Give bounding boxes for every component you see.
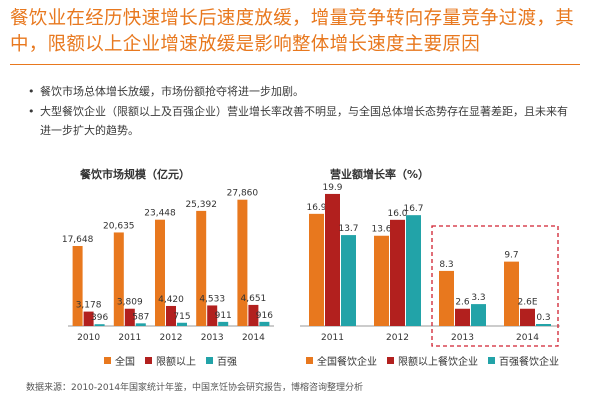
data-label-百强-2013: 911 bbox=[215, 311, 232, 321]
data-label-百强餐饮企业-2011: 13.7 bbox=[338, 224, 358, 234]
data-label-全国-2012: 23,448 bbox=[144, 209, 176, 219]
bar-全国餐饮企业-2014 bbox=[504, 261, 519, 326]
data-label-限额以上餐饮企业-2011: 19.9 bbox=[322, 183, 342, 193]
data-label-全国-2010: 17,648 bbox=[62, 235, 94, 245]
bullet-text: 餐饮市场总体增长放缓，市场份额抢夺将进一步加剧。 bbox=[40, 85, 304, 98]
x-tick-label-2014: 2014 bbox=[242, 333, 265, 343]
bar-全国-2013 bbox=[196, 210, 207, 326]
growth-rate-bars: 16.9 19.9 13.7 2011 13.6 16.016.7 2012 8.3 2.6 3.… bbox=[300, 183, 560, 347]
growth-rate-legend: 全国餐饮企业 限额以上餐饮企业 百强餐饮企业 bbox=[306, 353, 559, 368]
bar-全国-2012 bbox=[155, 219, 165, 326]
bar-限额以上餐饮企业-2013 bbox=[455, 308, 470, 326]
bar-限额以上-2010 bbox=[83, 311, 94, 326]
bar-百强-2012 bbox=[177, 322, 187, 326]
data-label-百强餐饮企业-2012: 16.7 bbox=[403, 204, 423, 214]
legend-swatch-above-quota-firms bbox=[387, 357, 394, 364]
title-divider bbox=[10, 64, 580, 65]
x-tick-label-2012: 2012 bbox=[386, 333, 409, 343]
bullet-marker: • bbox=[28, 105, 35, 118]
data-label-限额以上-2012: 4,420 bbox=[158, 295, 184, 305]
bar-限额以上-2014 bbox=[248, 304, 259, 326]
bar-百强-2013 bbox=[218, 321, 229, 326]
bar-全国餐饮企业-2013 bbox=[439, 270, 454, 326]
legend-swatch-top100-firms bbox=[488, 357, 495, 364]
data-label-百强餐饮企业-2013: 3.3 bbox=[471, 293, 485, 303]
x-tick-label-2012: 2012 bbox=[160, 333, 183, 343]
bar-百强餐饮企业-2012 bbox=[406, 215, 421, 326]
bar-限额以上-2013 bbox=[207, 305, 218, 326]
bar-全国餐饮企业-2011 bbox=[309, 213, 324, 326]
x-tick-label-2011: 2011 bbox=[118, 333, 141, 343]
data-label-百强-2014: 916 bbox=[256, 311, 273, 321]
bar-限额以上-2011 bbox=[124, 308, 135, 326]
data-label-限额以上餐饮企业-2012: 16.0 bbox=[387, 209, 407, 219]
bar-百强餐饮企业-2011 bbox=[341, 235, 356, 326]
data-label-限额以上-2014: 4,651 bbox=[241, 294, 267, 304]
bullet-list: • 餐饮市场总体增长放缓，市场份额抢夺将进一步加剧。 • 大型餐饮企业（限额以上… bbox=[28, 82, 576, 141]
data-label-限额以上-2013: 4,533 bbox=[199, 294, 225, 304]
data-label-限额以上餐饮企业-2013: 2.6 bbox=[455, 298, 470, 308]
legend-label-top100-firms: 百强餐饮企业 bbox=[499, 357, 559, 368]
data-label-百强-2011: 587 bbox=[132, 312, 149, 322]
data-label-全国餐饮企业-2011: 16.9 bbox=[306, 203, 326, 213]
x-tick-label-2014: 2014 bbox=[516, 333, 539, 343]
legend-label-above-quota: 限额以上 bbox=[156, 357, 196, 368]
data-label-全国-2014: 27,860 bbox=[227, 189, 259, 199]
legend-swatch-above-quota bbox=[145, 357, 152, 364]
x-tick-label-2013: 2013 bbox=[451, 333, 474, 343]
bar-限额以上餐饮企业-2011 bbox=[325, 193, 340, 326]
growth-rate-chart-title: 营业额增长率（%） bbox=[330, 168, 430, 181]
data-source-note: 数据来源：2010-2014年国家统计年鉴，中国烹饪协会研究报告，博榕咨询整理分… bbox=[26, 383, 364, 393]
legend-label-top100: 百强 bbox=[217, 357, 237, 368]
legend-label-national-firms: 全国餐饮企业 bbox=[317, 357, 377, 368]
bar-全国-2010 bbox=[72, 245, 83, 326]
x-tick-label-2010: 2010 bbox=[77, 333, 100, 343]
bar-限额以上-2012 bbox=[166, 305, 176, 326]
bar-百强-2011 bbox=[135, 323, 146, 326]
x-tick-label-2011: 2011 bbox=[321, 333, 344, 343]
data-label-限额以上-2010: 3,178 bbox=[76, 301, 102, 311]
bar-百强餐饮企业-2013 bbox=[471, 304, 486, 326]
market-size-chart-title: 餐饮市场规模（亿元） bbox=[80, 168, 190, 181]
bar-全国餐饮企业-2012 bbox=[374, 235, 389, 326]
legend-swatch-national bbox=[104, 357, 111, 364]
data-label-百强餐饮企业-2014: 0.3 bbox=[536, 313, 550, 323]
x-tick-label-2013: 2013 bbox=[201, 333, 224, 343]
page-title: 餐饮业在经历快速增长后速度放缓，增量竞争转向存量竞争过渡，其中，限额以上企业增速… bbox=[10, 8, 575, 55]
bar-限额以上餐饮企业-2014 bbox=[520, 308, 535, 326]
bar-百强-2010 bbox=[94, 324, 105, 326]
market-size-bars: 17,648 3,178 396 2010 20,635 3,809 587 2011 23,4… bbox=[62, 189, 274, 343]
data-label-全国餐饮企业-2012: 13.6 bbox=[371, 225, 391, 235]
highlight-box bbox=[431, 225, 559, 347]
bullet-marker: • bbox=[28, 85, 35, 98]
bar-百强-2014 bbox=[259, 321, 270, 326]
bar-百强餐饮企业-2014 bbox=[536, 324, 551, 326]
bullet-text: 大型餐饮企业（限额以上及百强企业）营业增长率改善不明显，与全国总体增长态势存在显… bbox=[40, 105, 568, 137]
data-label-全国-2011: 20,635 bbox=[103, 221, 135, 231]
data-label-全国-2013: 25,392 bbox=[185, 200, 217, 210]
bar-全国-2014 bbox=[237, 199, 248, 326]
legend-swatch-national-firms bbox=[306, 357, 313, 364]
market-size-legend: 全国 限额以上 百强 bbox=[104, 353, 237, 368]
data-label-百强-2010: 396 bbox=[91, 313, 108, 323]
legend-label-national: 全国 bbox=[115, 357, 135, 368]
legend-label-above-quota-firms: 限额以上餐饮企业 bbox=[398, 357, 478, 368]
data-label-限额以上-2011: 3,809 bbox=[117, 298, 143, 308]
bullet-item: • 餐饮市场总体增长放缓，市场份额抢夺将进一步加剧。 bbox=[28, 82, 576, 101]
legend-swatch-top100 bbox=[206, 357, 213, 364]
bar-全国-2011 bbox=[113, 232, 124, 326]
data-label-全国餐饮企业-2013: 8.3 bbox=[439, 260, 453, 270]
data-label-限额以上餐饮企业-2014: 2.6E bbox=[518, 298, 538, 308]
bullet-item: • 大型餐饮企业（限额以上及百强企业）营业增长率改善不明显，与全国总体增长态势存… bbox=[28, 102, 576, 140]
bar-限额以上餐饮企业-2012 bbox=[390, 219, 405, 326]
data-label-百强-2012: 715 bbox=[173, 312, 190, 322]
data-label-全国餐饮企业-2014: 9.7 bbox=[504, 251, 518, 261]
